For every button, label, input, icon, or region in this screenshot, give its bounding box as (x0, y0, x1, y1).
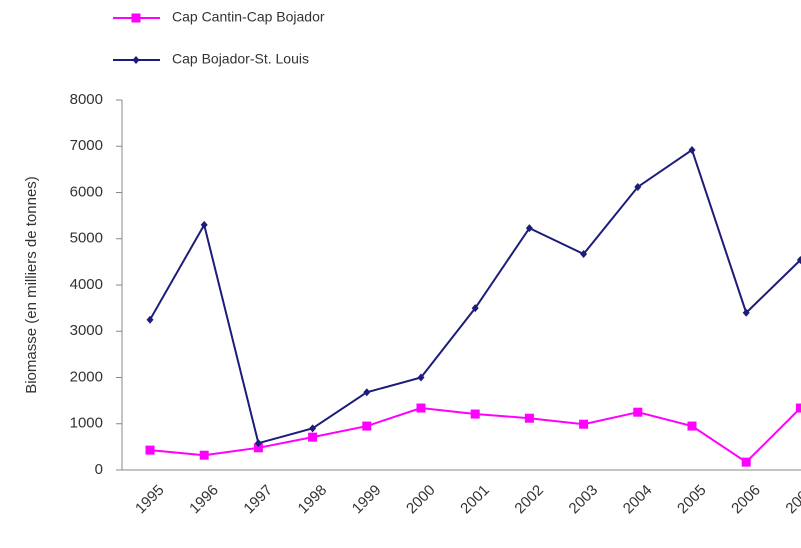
data-point (688, 145, 696, 154)
series-line (149, 148, 801, 445)
data-point (362, 421, 372, 431)
data-point (795, 403, 801, 413)
x-tick-label: 1996 (186, 482, 222, 518)
x-tick-label: 2007 (782, 482, 801, 518)
data-point (633, 407, 643, 417)
x-tick-label: 1995 (132, 482, 168, 518)
y-tick-label: 0 (95, 461, 103, 478)
y-tick-label: 7000 (70, 137, 103, 154)
x-tick-label: 2004 (620, 482, 656, 518)
data-point (417, 373, 425, 382)
data-point (470, 409, 480, 419)
y-tick-label: 1000 (70, 415, 103, 432)
data-point (580, 250, 588, 259)
data-point (254, 439, 262, 448)
x-tick-label: 2003 (566, 482, 602, 518)
y-tick-label: 5000 (70, 230, 103, 247)
data-point (145, 445, 155, 455)
x-tick-label: 2002 (511, 482, 547, 518)
data-point (471, 304, 479, 313)
x-tick-label: 1997 (240, 482, 276, 518)
data-point (796, 256, 801, 265)
data-point (200, 220, 208, 229)
data-point (687, 421, 697, 431)
data-point (579, 419, 589, 429)
data-point (742, 308, 750, 317)
x-tick-label: 1998 (295, 482, 331, 518)
data-point (199, 450, 209, 460)
x-tick-label: 1999 (349, 482, 385, 518)
y-tick-label: 6000 (70, 183, 103, 200)
data-point (634, 182, 642, 191)
data-point (309, 424, 317, 433)
data-point (416, 403, 426, 413)
x-tick-label: 2006 (728, 482, 764, 518)
y-tick-label: 3000 (70, 322, 103, 339)
data-point (363, 388, 371, 397)
legend-label: Cap Bojador-St. Louis (172, 51, 309, 67)
legend-marker (131, 13, 141, 23)
y-tick-label: 2000 (70, 368, 103, 385)
y-tick-label: 8000 (70, 91, 103, 108)
x-tick-label: 2005 (674, 482, 710, 518)
legend-marker (132, 56, 140, 64)
data-point (146, 315, 154, 324)
x-tick-label: 2001 (457, 482, 493, 518)
data-point (524, 413, 534, 423)
y-tick-label: 4000 (70, 276, 103, 293)
data-point (308, 432, 318, 442)
data-point (253, 443, 263, 453)
data-point (741, 457, 751, 467)
legend-label: Cap Cantin-Cap Bojador (172, 9, 325, 25)
y-axis-label: Biomasse (en milliers de tonnes) (23, 176, 40, 394)
x-tick-label: 2000 (403, 482, 439, 518)
data-point (525, 224, 533, 233)
